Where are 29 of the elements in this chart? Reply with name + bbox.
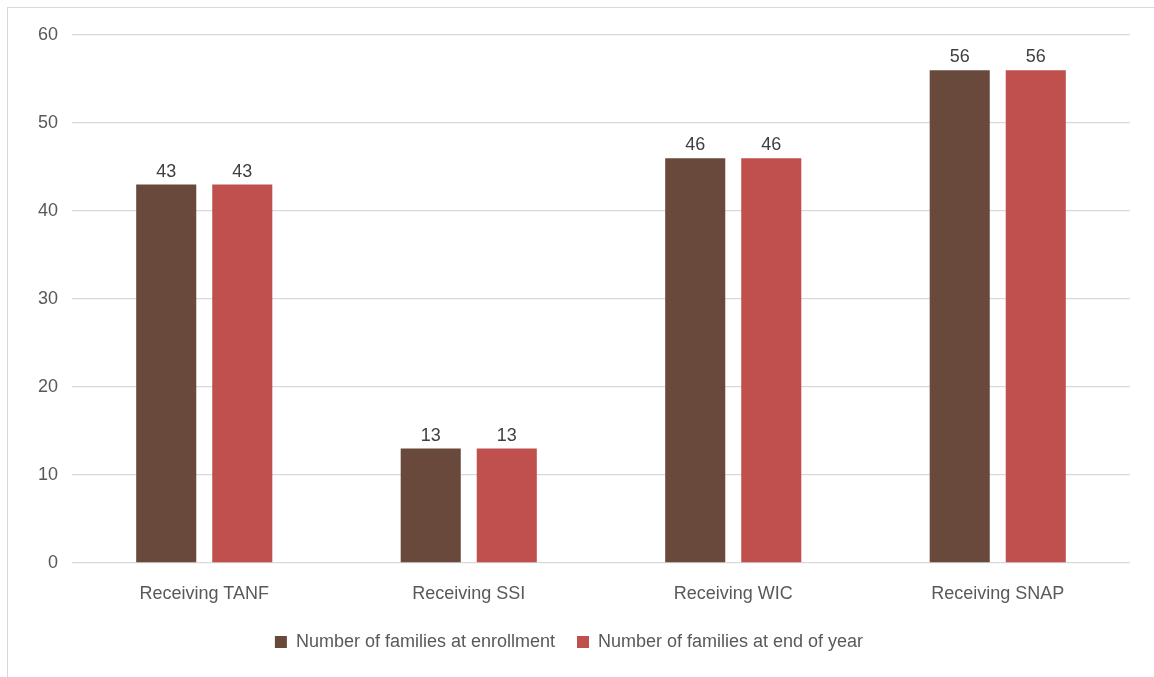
data-label: 46 [761,134,782,155]
bar [400,448,461,563]
legend-label: Number of families at end of year [597,630,864,651]
data-label: 43 [156,160,177,181]
data-label: 13 [420,424,441,445]
data-label: 43 [232,160,253,181]
bar [476,448,537,563]
x-tick-label: Receiving TANF [139,582,269,603]
y-tick-label: 40 [37,199,58,220]
x-tick-label: Receiving WIC [673,582,793,603]
y-tick-label: 60 [37,23,58,44]
data-label: 56 [949,46,970,67]
data-label: 56 [1025,46,1046,67]
bar [212,184,273,563]
bar [1005,70,1066,563]
data-label: 13 [496,424,517,445]
y-tick-label: 10 [37,463,58,484]
y-tick-label: 30 [37,287,58,308]
bar [741,158,802,563]
bar [136,184,197,563]
y-tick-label: 50 [37,111,58,132]
y-tick-label: 0 [47,551,58,572]
x-tick-label: Receiving SSI [412,582,526,603]
bar [929,70,990,563]
data-label: 46 [685,134,706,155]
y-tick-label: 20 [37,375,58,396]
bar [665,158,726,563]
x-tick-label: Receiving SNAP [931,582,1065,603]
legend-label: Number of families at enrollment [295,630,555,651]
